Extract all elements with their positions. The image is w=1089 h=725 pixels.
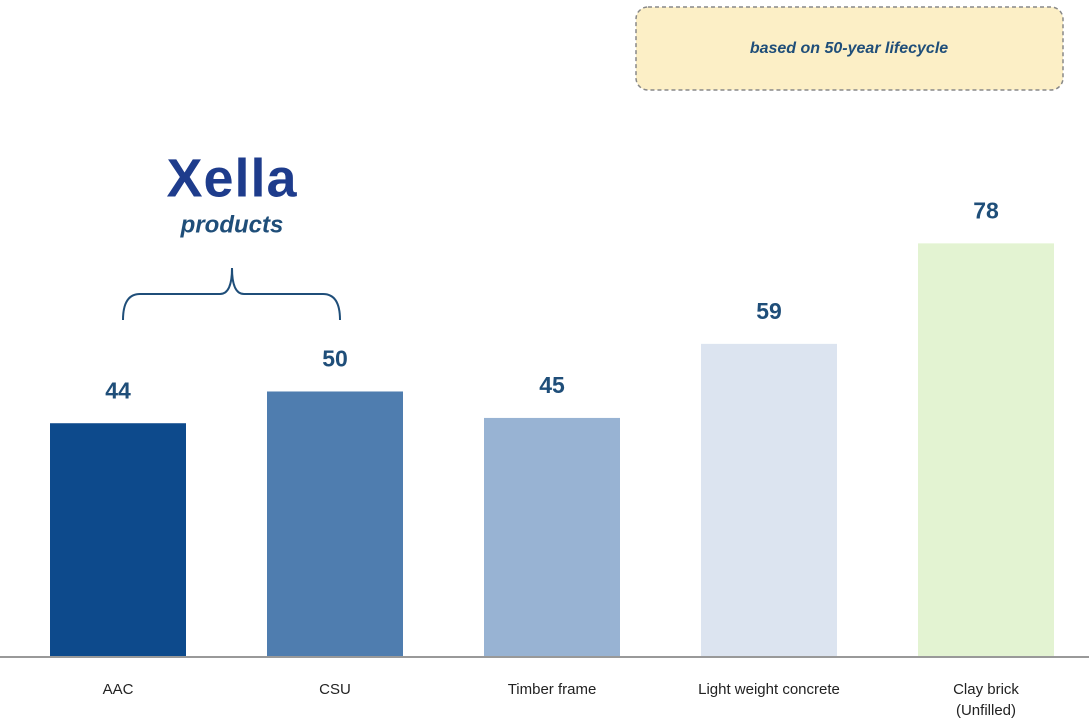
- bar: [50, 423, 186, 656]
- x-tick-label: Clay brick (Unfilled): [953, 681, 1019, 719]
- annotation-box: [635, 6, 1064, 91]
- brace: [122, 267, 341, 321]
- bar: [267, 391, 403, 656]
- bar: [918, 243, 1054, 656]
- value-label: 50: [322, 346, 348, 372]
- x-tick-label: Light weight concrete: [698, 681, 840, 698]
- x-tick-label: AAC: [103, 681, 134, 698]
- logo-caption: products: [180, 211, 284, 238]
- value-label: 45: [539, 372, 565, 398]
- text-line: Clay brick: [953, 681, 1019, 698]
- value-label: 78: [973, 197, 999, 223]
- annotation: based on 50-year lifecycle: [750, 40, 948, 57]
- bar: [701, 343, 837, 656]
- text-line: (Unfilled): [956, 702, 1016, 719]
- value-label: 44: [105, 377, 131, 403]
- x-tick-label: Timber frame: [508, 681, 597, 698]
- value-label: 59: [756, 298, 782, 324]
- logo: Xella: [166, 148, 297, 208]
- bar: [484, 417, 620, 656]
- x-tick-label: CSU: [319, 681, 351, 698]
